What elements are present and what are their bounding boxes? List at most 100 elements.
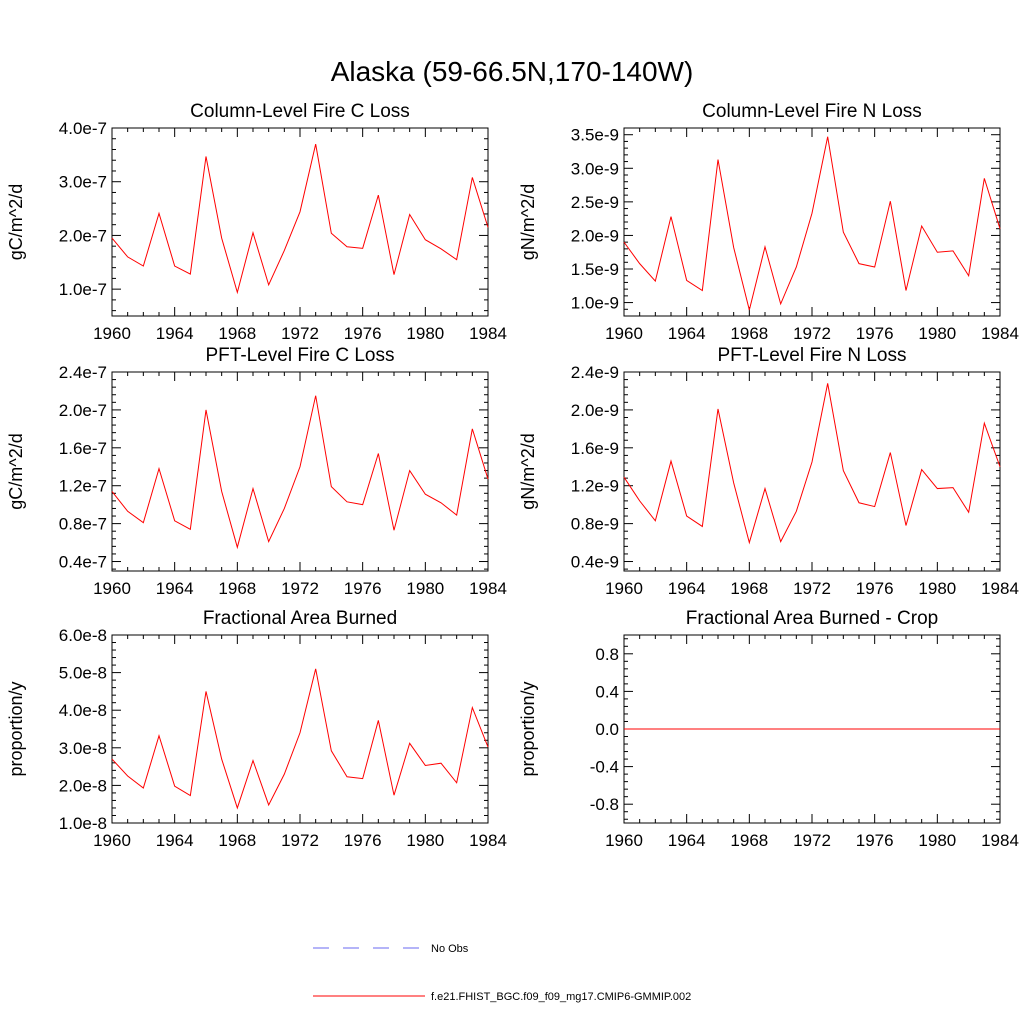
x-tick-label: 1980 <box>918 831 956 850</box>
x-tick-label: 1984 <box>469 831 507 850</box>
y-tick-label: 2.5e-9 <box>571 193 619 212</box>
panel-title: Fractional Area Burned <box>203 608 397 629</box>
y-tick-label: 2.0e-9 <box>571 401 619 420</box>
x-tick-label: 1964 <box>668 579 706 598</box>
y-tick-label: 3.0e-7 <box>59 173 107 192</box>
panel-column-c: Column-Level Fire C Loss gC/m^2/d 1960 1964… <box>6 101 507 343</box>
x-tick-label: 1972 <box>793 831 831 850</box>
x-tick-label: 1968 <box>730 831 768 850</box>
y-tick-label: 1.6e-7 <box>59 439 107 458</box>
plot-frame <box>111 371 489 572</box>
series-line-pft-n <box>623 383 1001 545</box>
y-axis-label: proportion/y <box>6 681 26 776</box>
y-tick-label: 1.0e-8 <box>59 814 107 833</box>
panel-title: Column-Level Fire N Loss <box>702 101 922 122</box>
series-line-pft-c <box>111 395 489 550</box>
plot-frame <box>623 371 1001 572</box>
x-tick-label: 1968 <box>218 579 256 598</box>
y-tick-label: 5.0e-8 <box>59 664 107 683</box>
legend-label-model: f.e21.FHIST_BGC.f09_f09_mg17.CMIP6-GMMIP… <box>431 991 691 1003</box>
x-tick-label: 1968 <box>218 324 256 343</box>
y-tick-label: 1.2e-9 <box>571 477 619 496</box>
panel-pft-n: PFT-Level Fire N Loss gN/m^2/d 1960 1964 196… <box>518 345 1019 598</box>
y-tick-label: 1.6e-9 <box>571 439 619 458</box>
y-axis-label: gC/m^2/d <box>6 433 26 509</box>
figure-title: Alaska (59-66.5N,170-140W) <box>331 56 694 87</box>
y-tick-label: 6.0e-8 <box>59 626 107 645</box>
y-tick-label: 4.0e-7 <box>59 119 107 138</box>
y-axis-label: gN/m^2/d <box>518 184 538 260</box>
x-tick-label: 1976 <box>856 831 894 850</box>
panel-pft-c: PFT-Level Fire C Loss gC/m^2/d 1960 1964 196… <box>6 345 507 598</box>
y-tick-label: -0.8 <box>590 795 619 814</box>
x-tick-label: 1960 <box>605 831 643 850</box>
y-tick-label: 2.4e-9 <box>571 363 619 382</box>
legend-label-no-obs: No Obs <box>431 943 469 955</box>
x-tick-label: 1984 <box>469 579 507 598</box>
x-tick-label: 1976 <box>856 579 894 598</box>
x-tick-label: 1964 <box>156 324 194 343</box>
x-tick-label: 1960 <box>93 324 131 343</box>
panel-area-burned-crop: Fractional Area Burned - Crop proportion/… <box>518 608 1019 850</box>
series-line-column-n <box>623 136 1001 311</box>
y-tick-label: 3.0e-9 <box>571 159 619 178</box>
y-axis-label: proportion/y <box>518 681 538 776</box>
x-tick-label: 1972 <box>281 579 319 598</box>
x-tick-label: 1984 <box>981 831 1019 850</box>
panel-title: PFT-Level Fire N Loss <box>718 345 907 366</box>
x-tick-label: 1964 <box>156 579 194 598</box>
y-tick-label: 2.0e-7 <box>59 226 107 245</box>
y-tick-label: 0.0 <box>595 720 619 739</box>
x-tick-label: 1980 <box>918 324 956 343</box>
x-tick-label: 1968 <box>730 579 768 598</box>
x-tick-label: 1964 <box>156 831 194 850</box>
x-tick-label: 1960 <box>605 579 643 598</box>
x-tick-label: 1972 <box>281 324 319 343</box>
y-tick-label: 0.4 <box>595 682 619 701</box>
y-tick-label: 2.0e-8 <box>59 776 107 795</box>
y-tick-label: 2.4e-7 <box>59 363 107 382</box>
x-tick-label: 1976 <box>856 324 894 343</box>
y-tick-label: 3.5e-9 <box>571 126 619 145</box>
panel-title: PFT-Level Fire C Loss <box>206 345 395 366</box>
series-line-area-burned <box>111 668 489 810</box>
y-tick-label: 1.2e-7 <box>59 477 107 496</box>
y-tick-label: 1.5e-9 <box>571 260 619 279</box>
series-line-column-c <box>111 143 489 295</box>
x-tick-label: 1980 <box>918 579 956 598</box>
x-tick-label: 1972 <box>793 324 831 343</box>
y-tick-label: 0.4e-7 <box>59 553 107 572</box>
x-tick-label: 1976 <box>344 324 382 343</box>
x-tick-label: 1968 <box>218 831 256 850</box>
y-tick-label: 0.8 <box>595 645 619 664</box>
legend: No Obs f.e21.FHIST_BGC.f09_f09_mg17.CMIP… <box>313 943 691 1003</box>
y-tick-label: 3.0e-8 <box>59 739 107 758</box>
x-tick-label: 1960 <box>605 324 643 343</box>
x-tick-label: 1960 <box>93 579 131 598</box>
x-tick-label: 1972 <box>281 831 319 850</box>
plot-frame <box>111 634 489 824</box>
x-tick-label: 1984 <box>469 324 507 343</box>
panel-title: Fractional Area Burned - Crop <box>686 608 938 629</box>
y-tick-label: 1.0e-7 <box>59 280 107 299</box>
x-tick-label: 1980 <box>406 831 444 850</box>
panel-area-burned: Fractional Area Burned proportion/y 1960 19… <box>6 608 507 850</box>
x-tick-label: 1964 <box>668 831 706 850</box>
panels: Column-Level Fire C Loss gC/m^2/d 1960 1964… <box>6 101 1019 850</box>
y-tick-label: 0.4e-9 <box>571 553 619 572</box>
panel-title: Column-Level Fire C Loss <box>190 101 410 122</box>
x-tick-label: 1980 <box>406 324 444 343</box>
y-tick-label: 2.0e-7 <box>59 401 107 420</box>
x-tick-label: 1976 <box>344 579 382 598</box>
x-tick-label: 1976 <box>344 831 382 850</box>
y-tick-label: 0.8e-7 <box>59 515 107 534</box>
y-tick-label: 1.0e-9 <box>571 294 619 313</box>
y-tick-label: -0.4 <box>590 758 619 777</box>
plot-frame <box>623 127 1001 317</box>
y-axis-label: gN/m^2/d <box>518 433 538 509</box>
x-tick-label: 1984 <box>981 324 1019 343</box>
y-axis-label: gC/m^2/d <box>6 184 26 260</box>
y-tick-label: 2.0e-9 <box>571 226 619 245</box>
x-tick-label: 1960 <box>93 831 131 850</box>
